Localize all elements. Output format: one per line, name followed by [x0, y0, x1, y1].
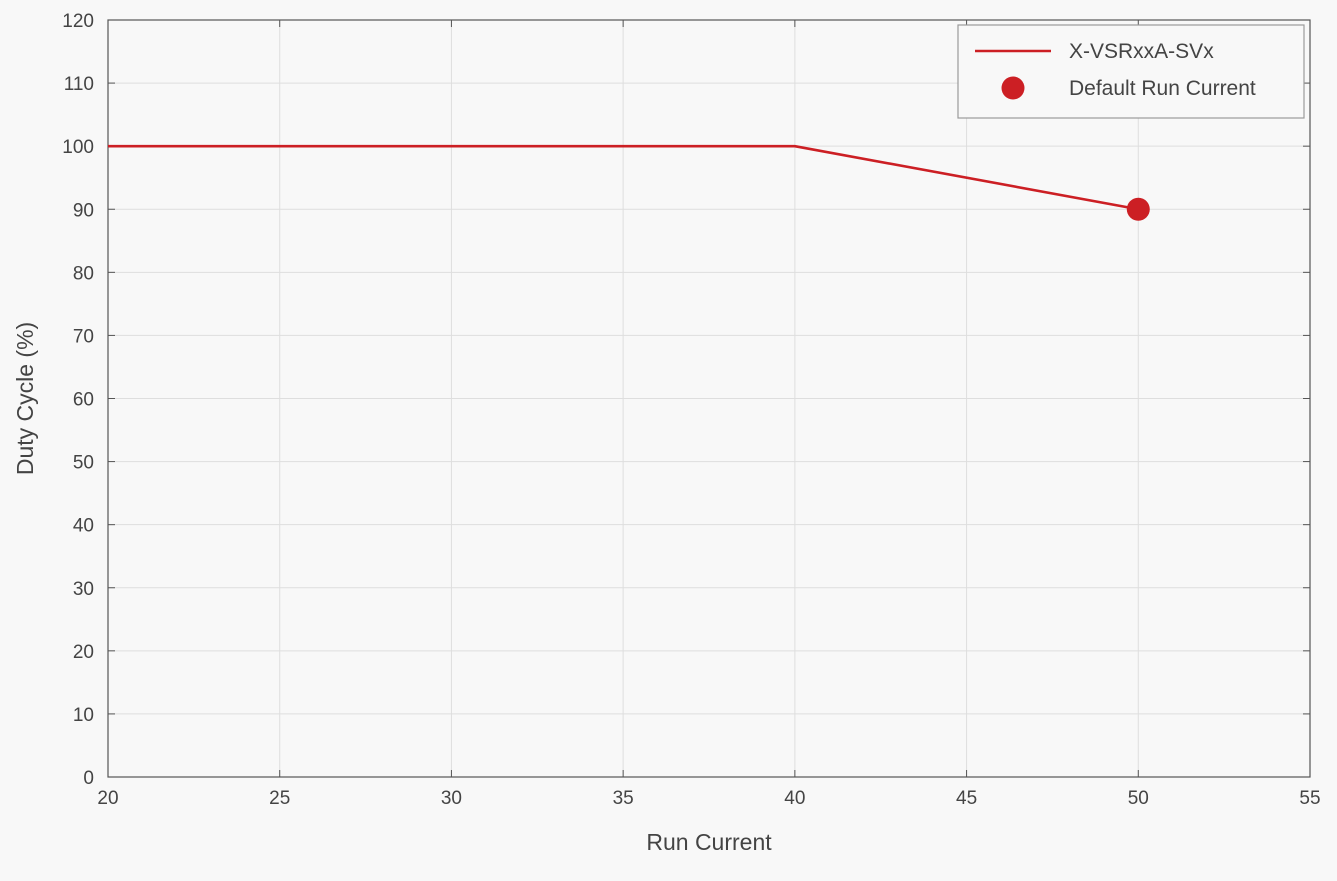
x-tick-label: 50 [1128, 788, 1149, 809]
legend: X-VSRxxA-SVx Default Run Current [957, 24, 1305, 119]
legend-label-line-series: X-VSRxxA-SVx [1069, 40, 1214, 63]
y-tick-label: 50 [73, 453, 94, 474]
grid [108, 20, 1310, 777]
x-tick-label: 25 [269, 788, 290, 809]
x-tick-label: 45 [956, 788, 977, 809]
y-tick-label: 0 [83, 768, 94, 789]
axis-ticks: 20 25 30 35 40 45 50 55 0 10 20 30 40 50 60 70 80 90 100 11… [62, 11, 1320, 809]
legend-label-marker-series: Default Run Current [1069, 77, 1256, 100]
y-tick-label: 30 [73, 579, 94, 600]
y-tick-label: 70 [73, 326, 94, 347]
default-run-current-marker [1126, 197, 1150, 221]
y-tick-label: 100 [62, 137, 94, 158]
y-tick-label: 90 [73, 200, 94, 221]
x-tick-label: 35 [613, 788, 634, 809]
x-tick-label: 40 [784, 788, 805, 809]
y-axis-label: Duty Cycle (%) [12, 322, 38, 475]
y-tick-label: 120 [62, 11, 94, 32]
x-tick-label: 20 [97, 788, 118, 809]
y-tick-label: 20 [73, 642, 94, 663]
legend-marker-swatch [1001, 76, 1025, 100]
y-tick-label: 110 [64, 74, 94, 95]
series-line-x-vsrxxa-svx [108, 144, 1139, 211]
y-tick-label: 80 [73, 263, 94, 284]
y-tick-label: 60 [73, 390, 94, 411]
y-tick-label: 40 [73, 516, 94, 537]
x-tick-label: 30 [441, 788, 462, 809]
y-tick-label: 10 [73, 705, 94, 726]
x-tick-label: 55 [1299, 788, 1320, 809]
x-axis-label: Run Current [646, 829, 772, 855]
legend-box [957, 24, 1305, 119]
series-layer [108, 144, 1150, 221]
